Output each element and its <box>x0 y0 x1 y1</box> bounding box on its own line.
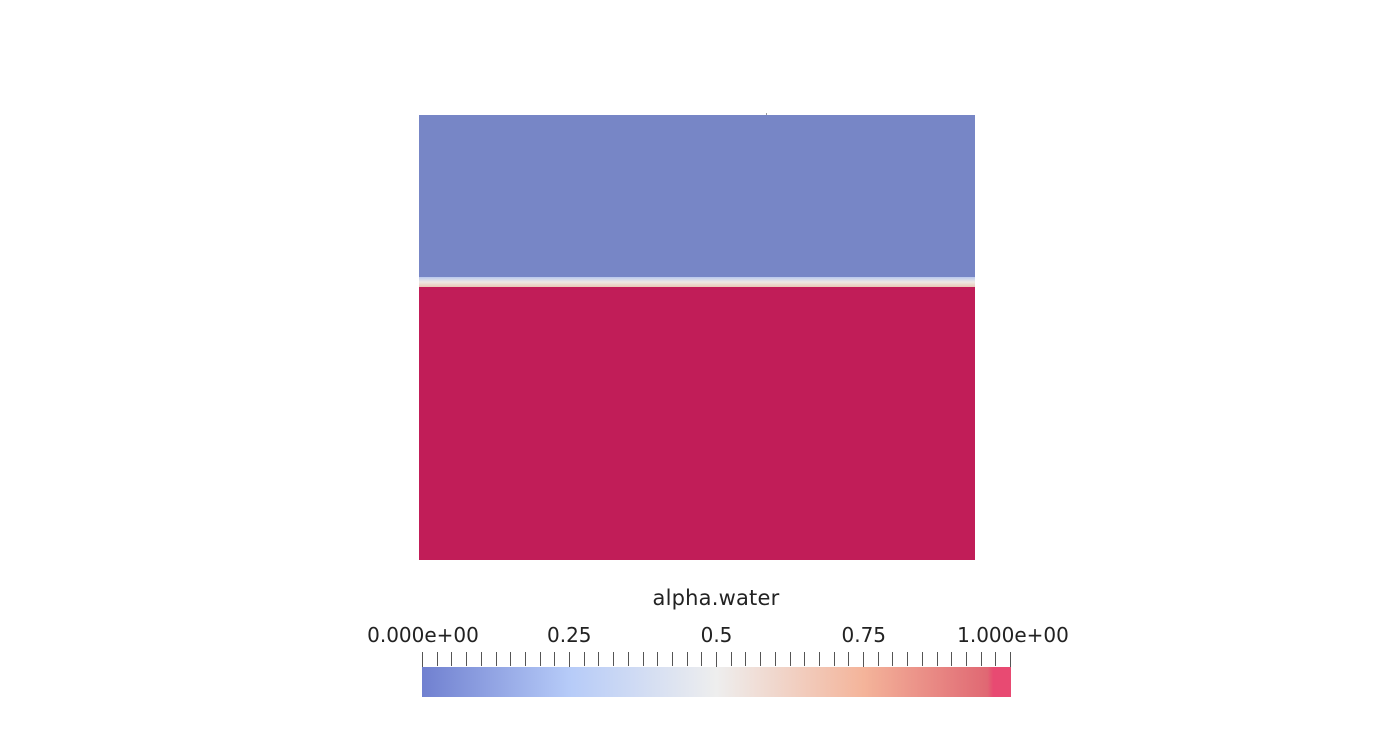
alpha-water-field <box>419 113 975 560</box>
colorbar-gradient <box>422 667 1011 697</box>
colorbar-tick-label: 0.25 <box>546 623 592 647</box>
air-phase-region <box>419 115 975 277</box>
free-surface-interface <box>419 277 975 287</box>
colorbar-tick-label: 0.75 <box>841 623 887 647</box>
colorbar-ticks <box>422 652 1011 680</box>
colorbar-tick-label: 1.000e+00 <box>957 623 1069 647</box>
colorbar <box>422 667 1011 697</box>
probe-marker <box>766 113 767 115</box>
colorbar-tick-label: 0.000e+00 <box>367 623 479 647</box>
colorbar-tick-label: 0.5 <box>700 623 733 647</box>
colorbar-title: alpha.water <box>652 586 780 610</box>
water-phase-region <box>419 287 975 560</box>
